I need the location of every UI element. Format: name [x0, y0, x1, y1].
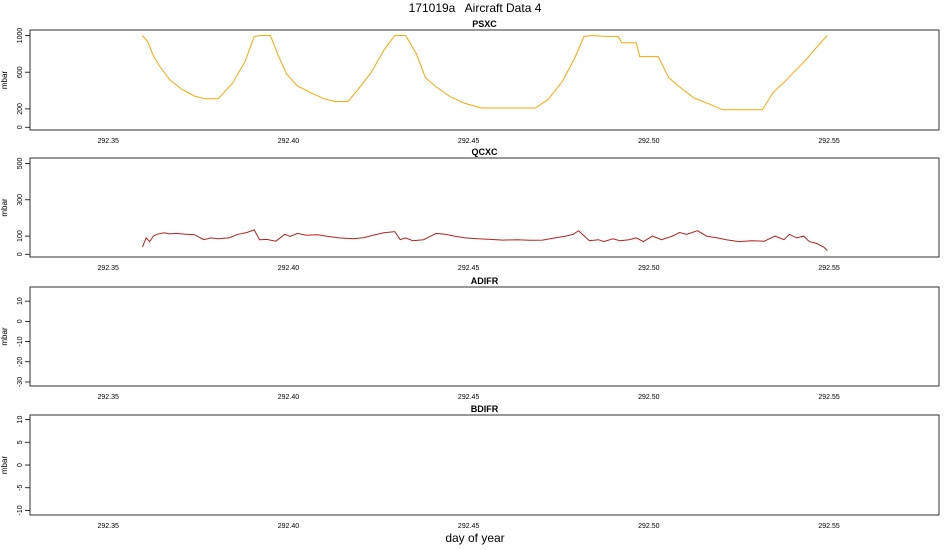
- y-tick-label: 600: [17, 66, 24, 78]
- x-tick-label: 292.55: [818, 138, 840, 145]
- y-tick-label: -20: [17, 357, 24, 367]
- panel-title: ADIFR: [471, 276, 499, 286]
- y-tick-label: 200: [17, 103, 24, 115]
- y-tick-label: -10: [17, 336, 24, 346]
- plot-frame: [29, 286, 940, 387]
- y-axis-label: mbar: [0, 71, 9, 90]
- x-tick-label: 292.35: [98, 265, 120, 272]
- y-tick-label: -10: [17, 505, 24, 515]
- y-tick-label: 500: [17, 158, 24, 170]
- x-tick-label: 292.35: [98, 138, 120, 145]
- x-tick-label: 292.50: [638, 394, 660, 401]
- x-tick-label: 292.55: [818, 394, 840, 401]
- y-tick-label: -5: [17, 485, 24, 491]
- series-line: [142, 229, 828, 251]
- y-axis-label: mbar: [0, 327, 9, 346]
- y-tick-label: 0: [17, 463, 24, 467]
- panel-title: BDIFR: [471, 404, 499, 414]
- x-tick-label: 292.45: [458, 523, 480, 530]
- series-line: [142, 34, 828, 111]
- plot-frame: [29, 414, 940, 516]
- x-tick-label: 292.45: [458, 394, 480, 401]
- y-tick-label: 1000: [17, 28, 24, 44]
- panel-title: PSXC: [472, 19, 497, 29]
- y-tick-label: 0: [17, 252, 24, 256]
- x-tick-label: 292.40: [278, 138, 300, 145]
- panel-adifr: ADIFR mbar -30 -20 -10 0 10 292.35 292.40 292.45 2…: [0, 276, 940, 401]
- x-tick-label: 292.55: [818, 523, 840, 530]
- panel-title: QCXC: [471, 147, 498, 157]
- x-tick-label: 292.35: [98, 523, 120, 530]
- x-tick-label: 292.40: [278, 265, 300, 272]
- panel-bdifr: BDIFR mbar -10 -5 0 5 10 292.35 292.40 292.45 292.…: [0, 404, 940, 530]
- y-tick-label: -30: [17, 377, 24, 387]
- x-tick-label: 292.45: [458, 138, 480, 145]
- y-axis-label: mbar: [0, 456, 9, 475]
- x-tick-label: 292.35: [98, 394, 120, 401]
- page-title: 171019a Aircraft Data 4: [408, 1, 542, 15]
- y-tick-label: 10: [17, 297, 24, 305]
- y-tick-label: 5: [17, 440, 24, 444]
- y-tick-label: 0: [17, 125, 24, 129]
- x-tick-label: 292.50: [638, 265, 660, 272]
- x-tick-label: 292.55: [818, 265, 840, 272]
- x-tick-label: 292.50: [638, 523, 660, 530]
- x-tick-label: 292.45: [458, 265, 480, 272]
- y-tick-label: 100: [17, 230, 24, 242]
- x-tick-label: 292.50: [638, 138, 660, 145]
- y-axis-label: mbar: [0, 198, 9, 217]
- x-tick-label: 292.40: [278, 523, 300, 530]
- plot-frame: [29, 29, 940, 131]
- panel-qcxc: QCXC mbar 0 100 300 500 292.35 292.40 292.45 292.…: [0, 147, 940, 272]
- plot-frame: [29, 157, 940, 258]
- y-tick-label: 300: [17, 194, 24, 206]
- x-tick-label: 292.40: [278, 394, 300, 401]
- y-tick-label: 10: [17, 416, 24, 424]
- y-tick-label: 0: [17, 319, 24, 323]
- x-axis-label: day of year: [445, 531, 505, 545]
- panel-psxc: PSXC mbar 0 200 600 1000 292.35 292.40 292.45 292…: [0, 19, 940, 145]
